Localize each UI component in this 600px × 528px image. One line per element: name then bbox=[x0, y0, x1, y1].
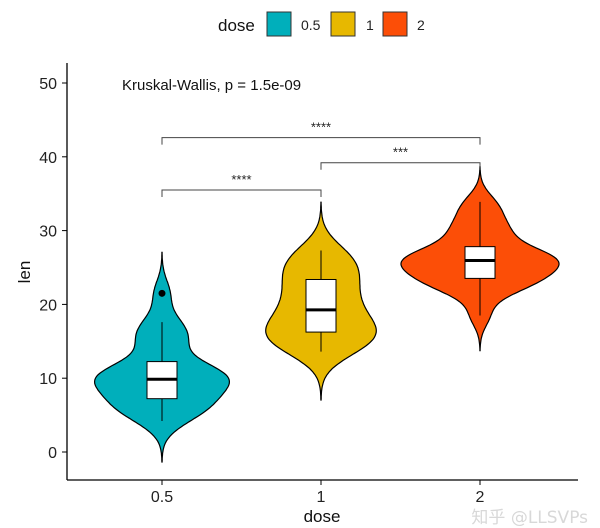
comparison-bracket-0 bbox=[161, 189, 322, 198]
box-2 bbox=[464, 246, 496, 279]
y-tick-label-0: 0 bbox=[48, 445, 57, 462]
legend-label-1: 1 bbox=[366, 17, 374, 33]
comparison-bracket-2 bbox=[161, 137, 481, 145]
x-axis-label: dose bbox=[304, 507, 341, 526]
y-tick-label-50: 50 bbox=[39, 76, 57, 93]
y-tick-label-30: 30 bbox=[39, 224, 57, 241]
box-1 bbox=[305, 278, 337, 333]
y-tick-label-20: 20 bbox=[39, 297, 57, 314]
y-tick-label-10: 10 bbox=[39, 371, 57, 388]
comparison-bracket-1 bbox=[320, 162, 481, 170]
y-tick-label-40: 40 bbox=[39, 150, 57, 167]
legend-label-2: 2 bbox=[417, 17, 425, 33]
legend-swatch-0 bbox=[266, 11, 292, 37]
legend-swatch-1 bbox=[330, 11, 356, 37]
x-tick-label-1: 1 bbox=[317, 489, 326, 506]
comparison-label-0: **** bbox=[231, 172, 251, 187]
legend-title: dose bbox=[218, 16, 255, 35]
x-tick-label-0.5: 0.5 bbox=[151, 489, 173, 506]
kruskal-annotation: Kruskal-Wallis, p = 1.5e-09 bbox=[122, 77, 301, 94]
comparison-label-1: *** bbox=[393, 145, 408, 160]
outlier-0.5 bbox=[158, 289, 166, 297]
legend: dose 0.5 1 2 bbox=[218, 11, 425, 37]
x-tick-label-2: 2 bbox=[476, 489, 485, 506]
watermark: 知乎 @LLSVPs bbox=[471, 508, 588, 528]
y-axis-label: len bbox=[15, 261, 34, 284]
comparison-label-2: **** bbox=[311, 120, 331, 135]
legend-swatch-2 bbox=[382, 11, 408, 37]
legend-label-0: 0.5 bbox=[301, 17, 321, 33]
